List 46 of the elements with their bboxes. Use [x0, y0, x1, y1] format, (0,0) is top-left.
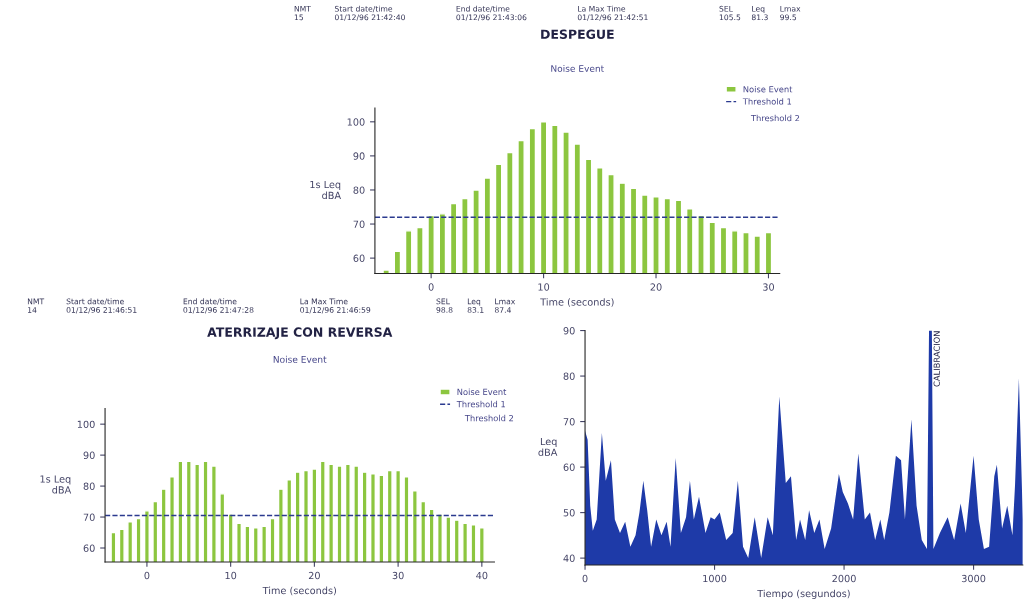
x-axis-title: Time (seconds)	[540, 298, 614, 307]
x-tick-label: 40	[476, 571, 488, 580]
chart-title: ATERRIZAJE CON REVERSA	[207, 327, 393, 340]
legend-label: Noise Event	[743, 85, 793, 93]
chart-title: DESPEGUE	[541, 29, 614, 39]
y-tick-label: 80	[83, 482, 95, 490]
x-tick-label: 10	[225, 571, 237, 580]
x-tick-label: 30	[392, 571, 404, 580]
y-tick-label: 100	[347, 118, 365, 126]
y-tick-label: 100	[77, 420, 95, 428]
x-tick-label: 30	[763, 283, 775, 291]
x-tick-label: 0	[428, 283, 434, 291]
y-tick-label: 60	[353, 254, 365, 262]
x-tick-label: 20	[308, 571, 320, 580]
y-tick-label: 70	[563, 418, 575, 426]
legend-label: Threshold 1	[742, 98, 792, 105]
x-tick-label: 10	[538, 283, 550, 291]
y-tick-label: 70	[83, 513, 95, 521]
x-tick-label: 1000	[703, 574, 727, 583]
y-tick-label: 80	[353, 186, 365, 194]
chart-subtitle: Noise Event	[273, 355, 327, 363]
x-tick-label: 2000	[832, 574, 856, 583]
y-tick-label: 90	[83, 451, 95, 459]
legend-label: Threshold 1	[456, 400, 505, 408]
annotation: CALIBRACION	[933, 331, 940, 387]
y-tick-label: 80	[563, 372, 575, 380]
y-tick-label: 60	[83, 544, 95, 552]
x-tick-label: 3000	[961, 574, 986, 583]
legend-label: Noise Event	[457, 388, 507, 396]
x-axis-title: Time (seconds)	[262, 586, 336, 596]
y-axis-title: Leq dBA	[538, 437, 558, 457]
y-tick-label: 90	[353, 152, 365, 160]
x-tick-label: 0	[582, 574, 588, 583]
annotation: Threshold 2	[464, 414, 514, 422]
y-tick-label: 40	[563, 554, 575, 562]
y-tick-label: 90	[563, 327, 575, 335]
y-axis-title: 1s Leq dBA	[310, 180, 341, 200]
x-tick-label: 0	[144, 571, 150, 580]
y-tick-label: 50	[563, 509, 575, 517]
y-axis-title: 1s Leq dBA	[40, 475, 72, 494]
y-tick-label: 60	[563, 463, 575, 471]
x-tick-label: 20	[650, 283, 662, 291]
annotation: Threshold 2	[750, 114, 800, 122]
x-axis-title: Tiempo (segundos)	[757, 589, 850, 600]
y-tick-label: 70	[353, 220, 365, 228]
chart-subtitle: Noise Event	[551, 64, 604, 72]
